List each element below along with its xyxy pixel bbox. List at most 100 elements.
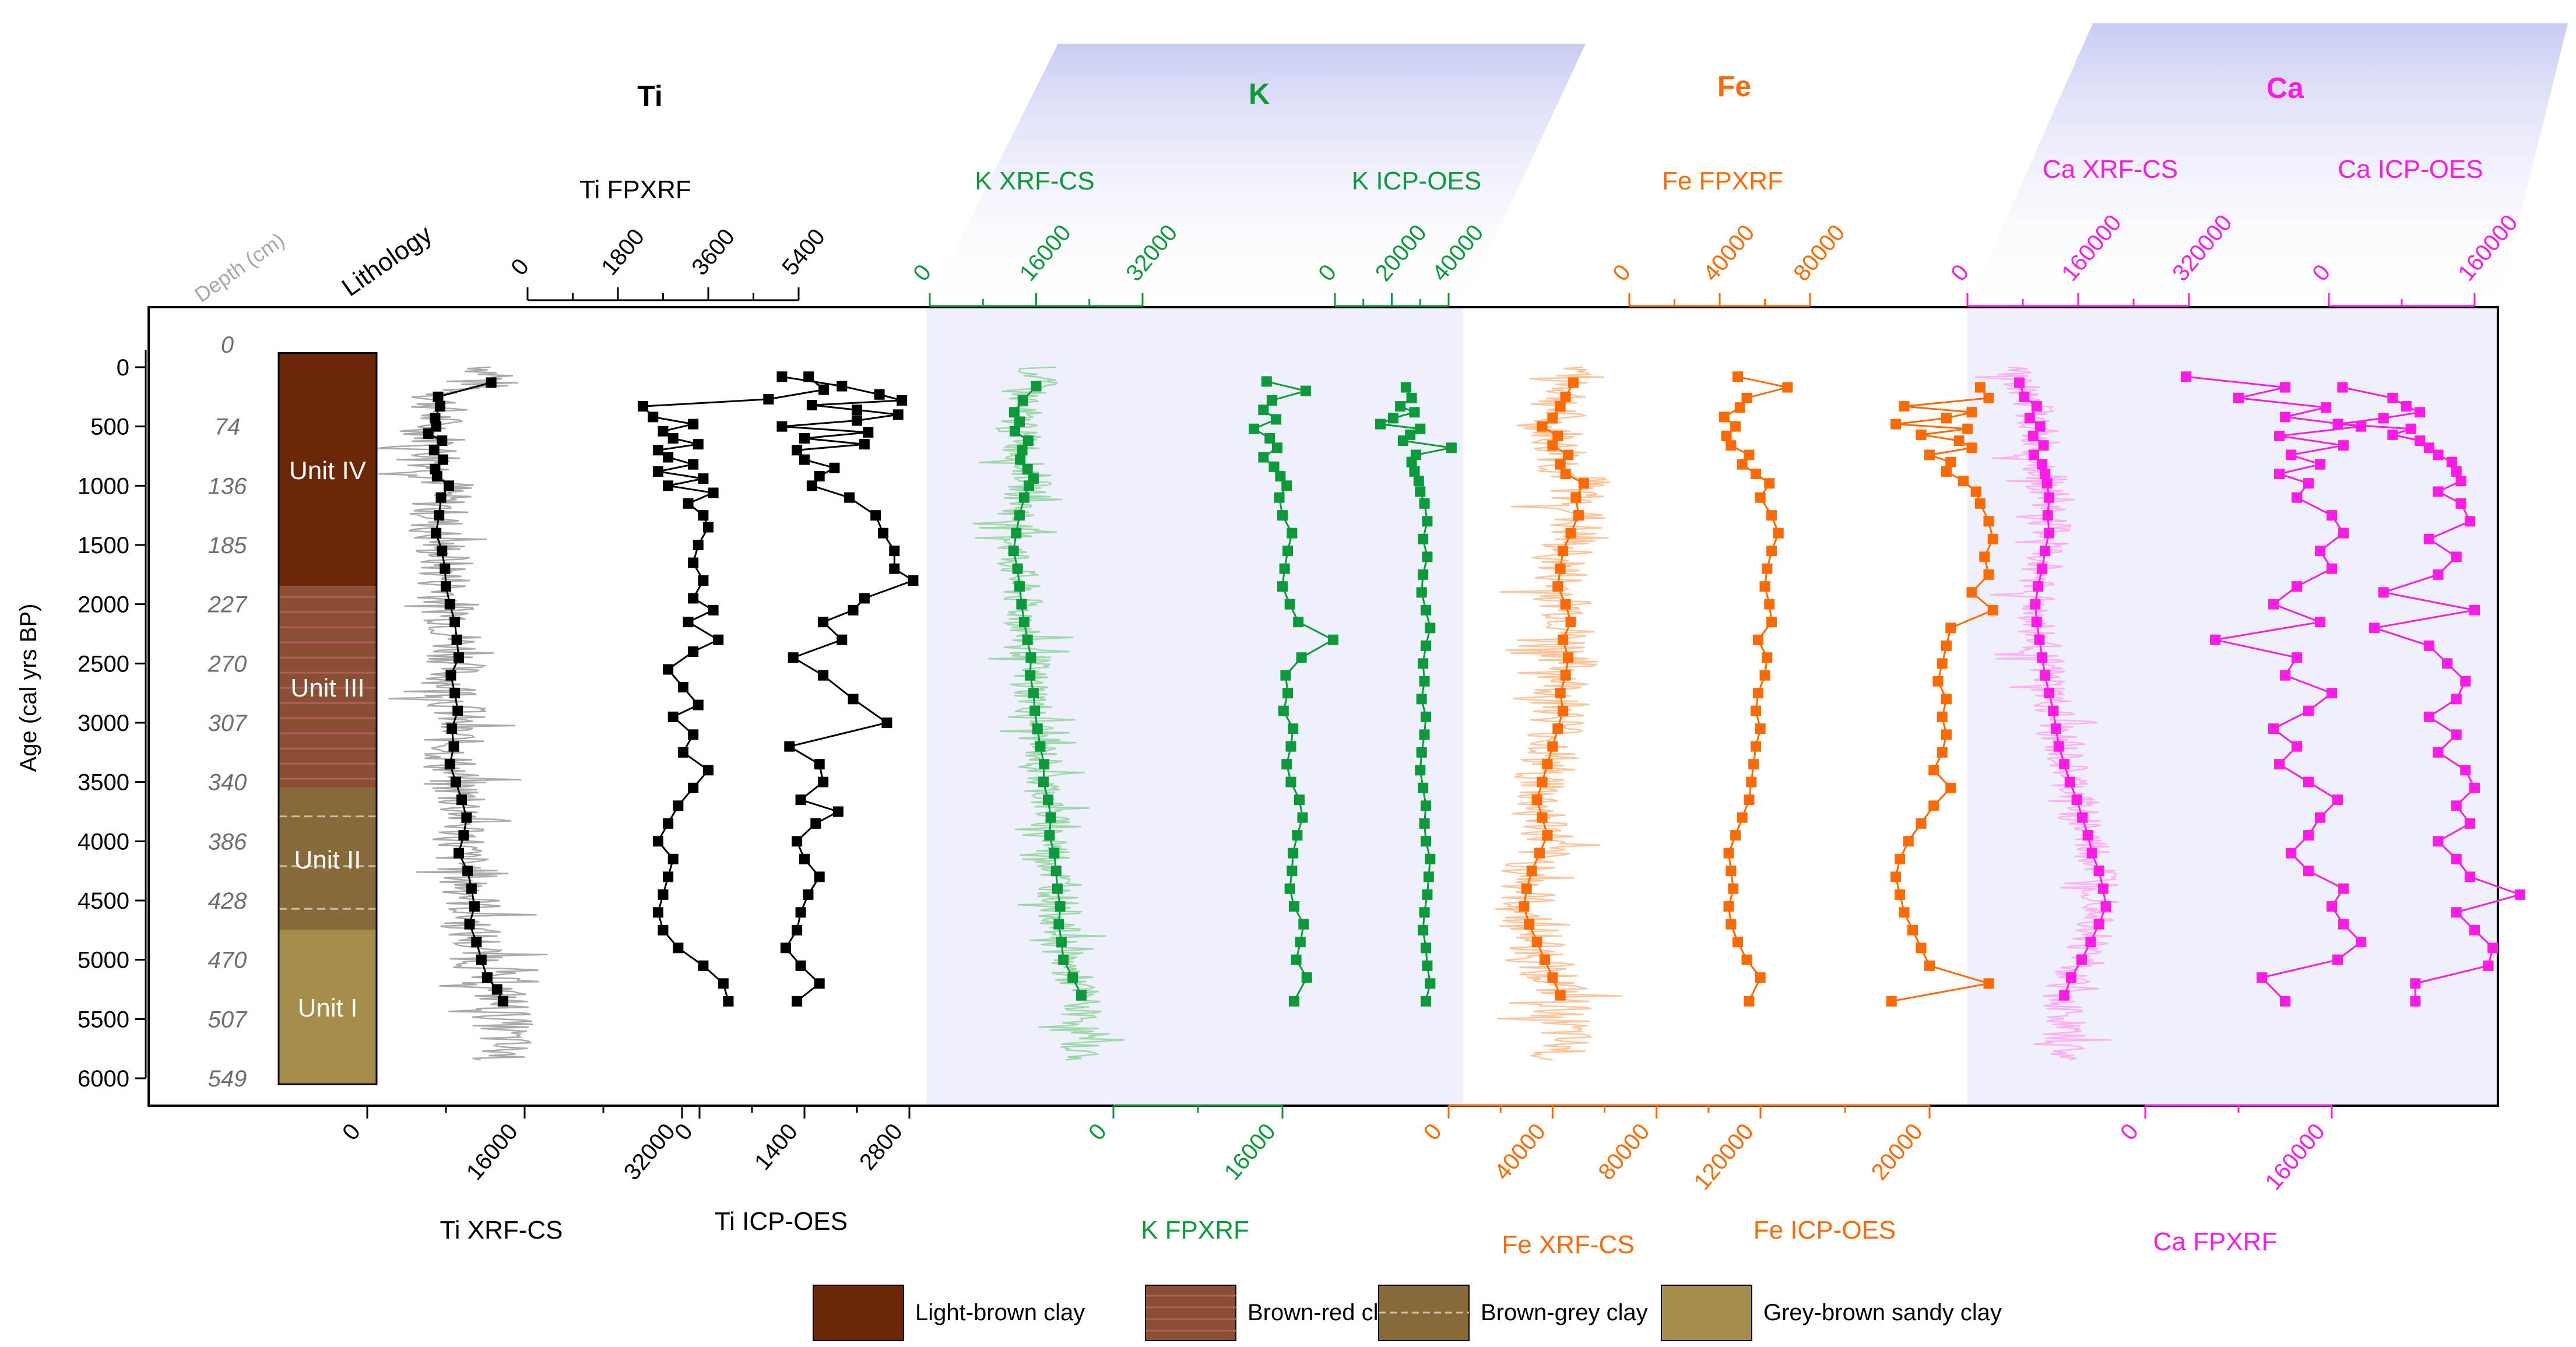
ca-xrf-cs-point [2029,449,2039,460]
k-xrf-cs-point [1045,812,1056,823]
y-tick-label: 2500 [78,651,129,677]
depth-label: 507 [208,1007,248,1032]
fe-fpxrf-point [1741,392,1752,403]
ti-icp-oes-point [792,836,803,847]
ca-xrf-cs-point [2038,440,2049,451]
ti-xrf-cs-point [440,563,451,574]
ti-icp-oes-point [881,718,892,728]
ca-fpxrf-point [2286,847,2296,859]
ca-xrf-cs-point [2048,705,2059,716]
fe-icp-oes-point [1962,423,1973,434]
legend-label: Brown-red clay [1247,1300,1403,1325]
k-fpxrf-point [1249,423,1260,434]
ca-xrf-cs-point [2030,599,2041,610]
k-xrf-cs-point [1076,990,1087,1001]
ca-icpoes-axis-title: Ca ICP-OES [2338,155,2483,184]
depth-label: 136 [208,473,247,499]
ti-icp-oes-point [806,480,817,491]
fe-fpxrf-point [1741,954,1752,965]
k-fpxrf-point [1271,442,1282,453]
k-fpxrf-point [1284,599,1295,610]
ca-xrf-cs-point [2076,954,2087,965]
fe-xrf-cs-point [1563,652,1574,663]
ca-fpxrf-point [2303,776,2314,787]
ti-icp-oes-point [829,462,840,473]
ca-xrf-cs-point [2037,459,2048,470]
axis-tick-label: 80000 [1788,220,1850,286]
depth-label: 227 [208,592,248,618]
ca-xrf-cs-point [2044,688,2055,699]
ti-icp-oes-point [818,670,829,681]
fe-fpxrf-point [1759,581,1770,592]
fe-fpxrf-point [1766,510,1777,521]
ti-xrfcs-axis-title: Ti XRF-CS [440,1216,563,1244]
y-tick-label: 6000 [78,1066,129,1092]
fe-icp-oes-point [1983,978,1994,989]
ca-xrf-cs-point [2040,670,2050,681]
k-xrf-cs-point [1008,407,1020,418]
k-xrf-cs-point [1018,617,1029,628]
k-fpxrf-point [1282,688,1294,699]
k-xrf-cs-point [1012,563,1023,574]
k-xrf-cs-point [1014,416,1025,427]
axis-tick-label: 20000 [1867,1119,1928,1185]
ca-icp-oes-point [2451,551,2462,562]
fe-icp-oes-point [1932,676,1944,687]
fe-xrf-cs-point [1578,478,1589,489]
k-fpxrf-point [1281,480,1292,491]
axis-tick-label: 0 [338,1119,366,1145]
fe-xrf-cs-point [1552,581,1563,592]
ti-xrf-cs-point [469,901,480,912]
k-xrf-cs-point [1025,670,1036,681]
k-icp-oes-point [1415,486,1426,497]
ti-icp-oes-point [837,634,848,645]
k-icp-oes-point [1400,382,1411,393]
ca-icp-oes-point [2369,622,2380,634]
ca-header-band [1967,23,2568,306]
k-xrf-cs-point [1010,425,1020,437]
fe-xrfcs-axis-title: Fe XRF-CS [1502,1230,1634,1259]
k-icp-oes-point [1425,622,1436,634]
ca-fpxrf-point [2292,581,2302,592]
ca-icp-oes-point [2455,498,2466,509]
ti-xrf-cs-point [423,428,434,439]
ti-xrf-cs-point [449,688,461,699]
fe-fpxrf-point [1744,794,1755,806]
k-icp-oes-point [1418,569,1429,580]
ti-fpxrf-point [683,498,694,509]
k-icp-oes-point [1422,889,1433,900]
ca-icp-oes-point [2405,423,2416,434]
fe-icp-oes-point [1916,429,1927,440]
k-fpxrf-point [1287,527,1298,539]
k-icp-oes-point [1415,423,1426,434]
ca-fpxrf-point [2181,371,2191,382]
k-xrf-cs-point [1029,705,1041,716]
fe-xrf-cs-point [1555,688,1566,699]
fe-group-title: Fe [1717,70,1751,103]
ca-fpxrf-point [2303,478,2314,489]
fe-icp-oes-point [1895,889,1906,900]
ti-xrf-cs-point [444,599,455,610]
ca-xrf-cs-point [2019,391,2030,402]
fe-fpxrf-point [1751,741,1761,752]
ca-fpxrf-point [2332,954,2343,965]
axis-tick-label: 1800 [596,224,649,280]
ca-icp-oes-point [2451,800,2462,811]
k-xrf-cs-point [1014,510,1025,521]
ti-icp-oes-point [889,546,900,557]
ca-icp-oes-point [2487,942,2498,954]
fe-xrf-cs-point [1531,794,1542,806]
fe-icp-oes-point [1928,800,1939,811]
ti-fpxrf-point [652,466,663,477]
y-tick-label: 500 [90,414,129,440]
fe-icp-oes-point [1945,622,1956,634]
k-fpxrf-point [1284,883,1295,894]
ca-icp-oes-point [2469,924,2480,935]
fe-xrf-cs-point [1555,401,1566,412]
depth-label: 428 [208,888,247,914]
k-xrf-cs-point [1050,866,1062,877]
unit-label: Unit II [294,846,361,874]
ca-icp-oes-point [2415,435,2426,446]
fe-icp-oes-point [1983,569,1994,580]
k-icp-oes-point [1413,476,1424,487]
